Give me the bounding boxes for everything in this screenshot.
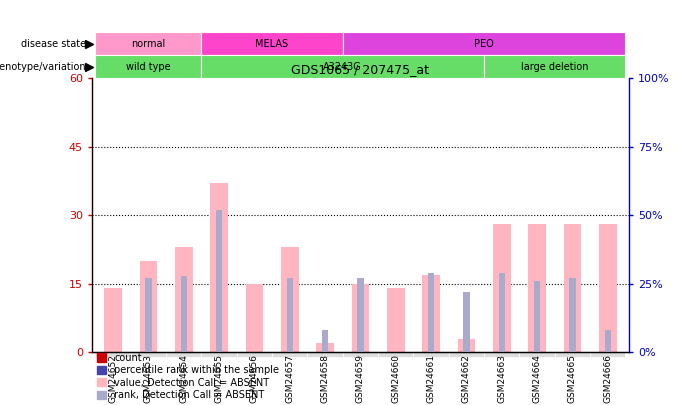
Bar [131,352,166,357]
Bar [237,352,272,357]
Bar [387,288,405,352]
Bar [175,247,192,352]
Bar [599,224,617,352]
Text: normal: normal [131,39,165,49]
Text: large deletion: large deletion [521,62,588,72]
Bar [201,55,484,78]
Bar [95,352,131,357]
Bar [498,273,505,352]
Bar [413,352,449,357]
Bar [201,32,343,55]
Bar [145,278,152,352]
Bar [95,55,201,78]
Bar [590,352,626,357]
Text: wild type: wild type [126,62,171,72]
Bar [484,55,626,78]
Text: genotype/variation: genotype/variation [0,62,86,72]
Title: GDS1065 / 207475_at: GDS1065 / 207475_at [292,62,429,76]
Bar [343,32,626,55]
Text: A3243G: A3243G [324,62,362,72]
Bar [458,339,475,352]
Bar [449,352,484,357]
Bar [95,32,201,55]
Bar [564,224,581,352]
Bar [286,278,293,352]
Bar [281,247,299,352]
Bar [316,343,334,352]
Bar [245,284,263,352]
Bar [166,352,201,357]
Text: disease state: disease state [21,39,86,49]
Bar [528,224,546,352]
Bar [520,352,555,357]
Bar [378,352,413,357]
Legend: count, percentile rank within the sample, value, Detection Call = ABSENT, rank, : count, percentile rank within the sample… [97,353,279,400]
Bar [493,224,511,352]
Bar [484,352,520,357]
Bar [428,273,435,352]
Bar [104,288,122,352]
Bar [180,275,187,352]
Bar [534,281,541,352]
Bar [343,352,378,357]
Text: PEO: PEO [474,39,494,49]
Bar [216,210,222,352]
Bar [605,330,611,352]
Bar [210,183,228,352]
Bar [322,330,328,352]
Bar [569,278,576,352]
Text: MELAS: MELAS [256,39,288,49]
Bar [307,352,343,357]
Bar [463,292,470,352]
Bar [352,284,369,352]
Bar [357,278,364,352]
Bar [272,352,307,357]
Bar [139,261,157,352]
Bar [201,352,237,357]
Bar [422,275,440,352]
Bar [555,352,590,357]
